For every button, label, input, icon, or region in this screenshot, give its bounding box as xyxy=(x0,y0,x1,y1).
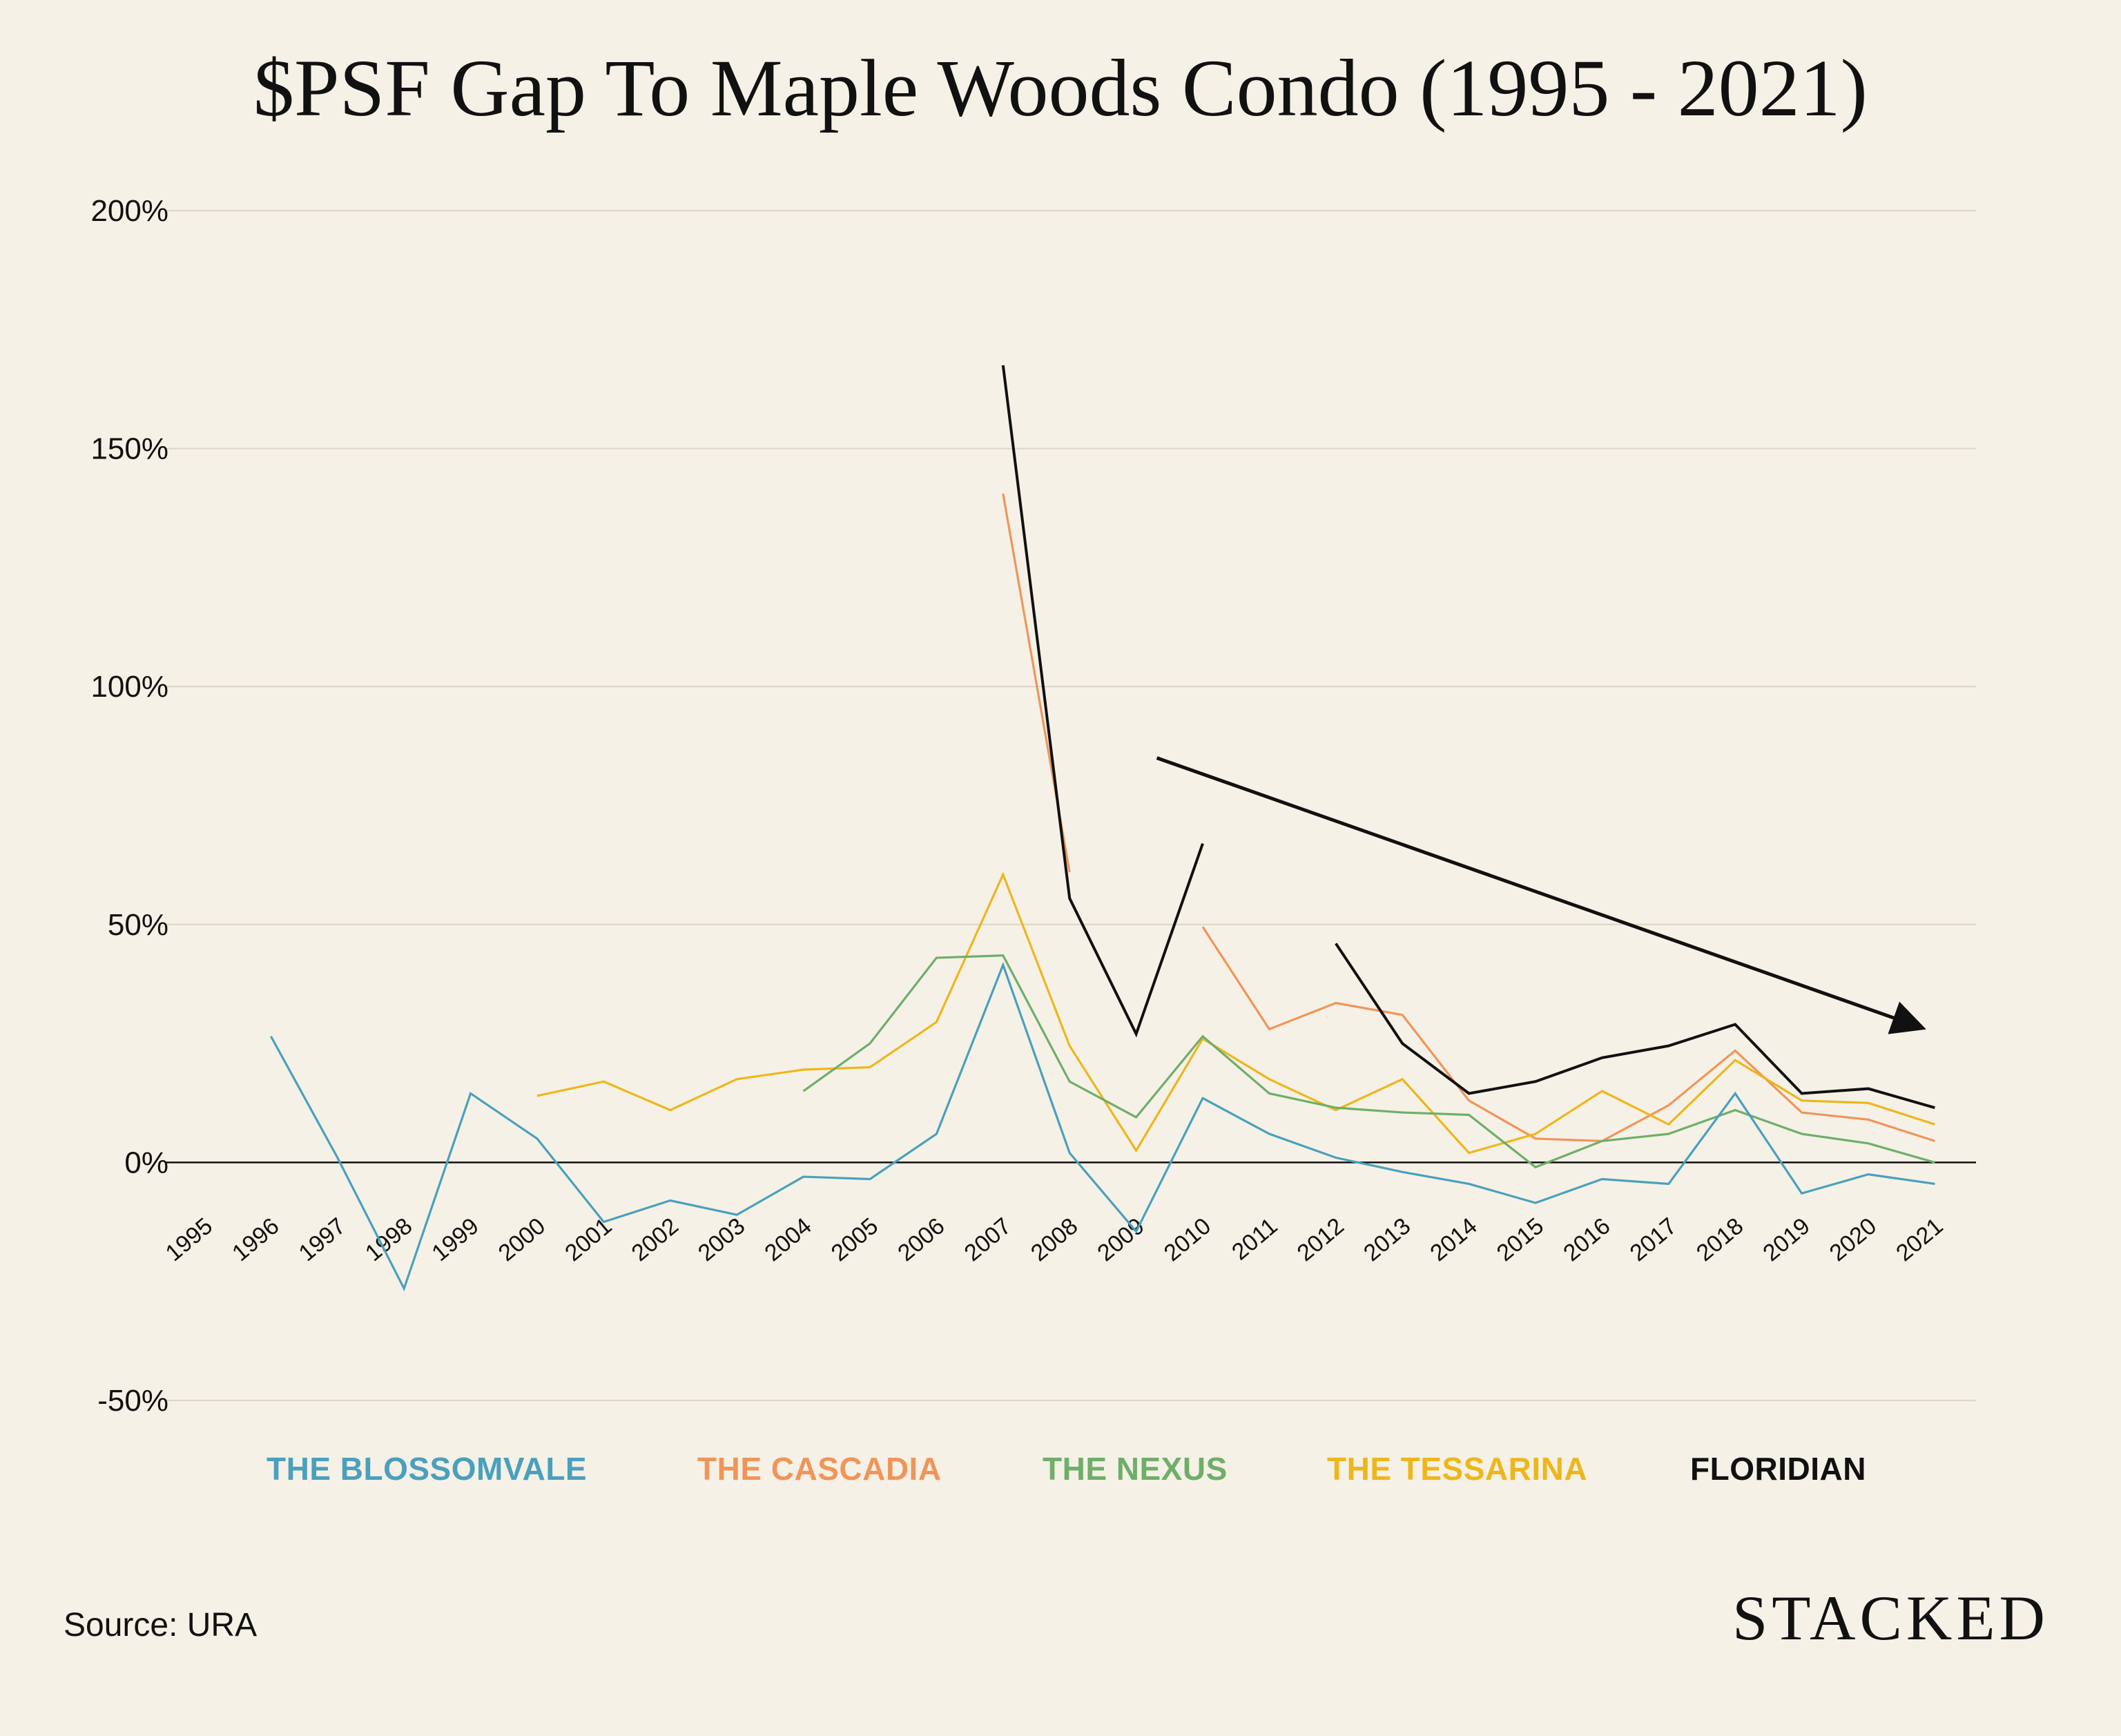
legend-item-tessarina: THE TESSARINA xyxy=(1327,1451,1588,1487)
series-line xyxy=(1001,365,1204,1038)
series-cascadia xyxy=(1002,493,1935,1143)
x-axis-ticks: 1995 1996 1997 1998 1999 2000 2001 2002 2003 2004… xyxy=(161,1213,1948,1266)
x-tick-label: 2007 xyxy=(960,1213,1016,1266)
legend: THE BLOSSOMVALE THE CASCADIA THE NEXUS T… xyxy=(0,1450,2121,1492)
y-tick-label: 0% xyxy=(124,1146,168,1179)
x-tick-label: 2000 xyxy=(494,1213,550,1266)
x-tick-label: 1999 xyxy=(427,1213,483,1266)
series-tessarina xyxy=(536,871,1935,1155)
chart-title: $PSF Gap To Maple Woods Condo (1995 - 20… xyxy=(253,43,1868,133)
y-axis-ticks: -50% 0% 50% 100% 150% 200% xyxy=(90,194,168,1418)
legend-item-cascadia: THE CASCADIA xyxy=(697,1451,942,1487)
legend-item-nexus: THE NEXUS xyxy=(1043,1451,1228,1487)
x-tick-label: 2020 xyxy=(1825,1213,1881,1266)
series-line xyxy=(802,954,1935,1169)
y-tick-label: 100% xyxy=(90,670,168,704)
source-note: Source: URA xyxy=(64,1607,258,1643)
x-tick-label: 2017 xyxy=(1625,1213,1682,1266)
annotations xyxy=(1156,756,1926,1034)
series-blossomvale xyxy=(269,961,1935,1292)
series-nexus xyxy=(802,954,1935,1169)
x-tick-label: 2012 xyxy=(1292,1213,1349,1266)
series-line xyxy=(536,871,1935,1155)
x-tick-label: 2005 xyxy=(826,1213,883,1266)
x-tick-label: 2021 xyxy=(1891,1213,1948,1266)
y-tick-label: 200% xyxy=(90,194,168,228)
x-tick-label: 1996 xyxy=(227,1213,284,1266)
x-tick-label: 1997 xyxy=(294,1213,351,1266)
brand-logo: STACKED xyxy=(1732,1583,2049,1653)
x-tick-label: 2014 xyxy=(1425,1213,1482,1266)
x-tick-label: 2015 xyxy=(1492,1213,1549,1266)
series-line xyxy=(269,961,1935,1292)
x-tick-label: 2008 xyxy=(1026,1213,1083,1266)
legend-item-blossomvale: THE BLOSSOMVALE xyxy=(267,1451,588,1487)
gridlines xyxy=(166,210,1976,1401)
x-tick-label: 2019 xyxy=(1758,1213,1814,1266)
y-tick-label: 150% xyxy=(90,432,168,466)
x-tick-label: 2010 xyxy=(1159,1213,1216,1266)
x-tick-label: 2018 xyxy=(1692,1213,1748,1266)
legend-item-floridian: FLORIDIAN xyxy=(1690,1451,1866,1487)
x-tick-label: 2011 xyxy=(1227,1213,1282,1265)
series-lines xyxy=(269,365,1935,1292)
series-floridian xyxy=(1001,365,1935,1110)
x-tick-label: 2003 xyxy=(693,1213,750,1266)
x-tick-label: 2002 xyxy=(627,1213,684,1266)
x-tick-label: 2016 xyxy=(1558,1213,1615,1266)
x-tick-label: 2013 xyxy=(1359,1213,1415,1266)
y-tick-label: 50% xyxy=(108,908,168,942)
x-tick-label: 2004 xyxy=(759,1213,816,1266)
series-line xyxy=(1201,926,1935,1143)
trend-arrow xyxy=(1156,756,1926,1034)
x-tick-label: 2006 xyxy=(893,1213,949,1266)
series-line xyxy=(1335,943,1935,1110)
x-tick-label: 1995 xyxy=(161,1213,217,1266)
y-tick-label: -50% xyxy=(97,1384,168,1418)
